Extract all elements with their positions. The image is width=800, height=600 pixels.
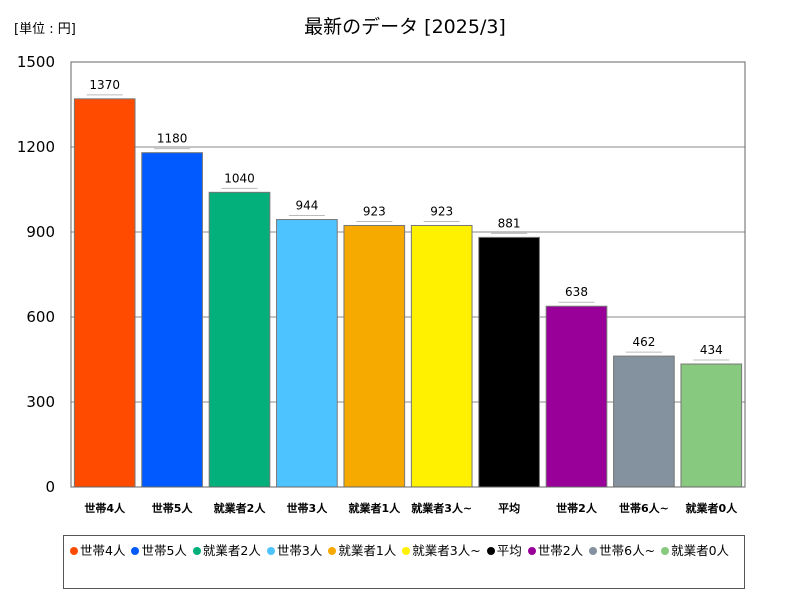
y-tick-label: 1200 — [17, 138, 55, 156]
legend-item: 平均 — [486, 541, 522, 560]
bar — [545, 305, 608, 488]
x-tick-label: 世帯2人 — [556, 501, 598, 515]
legend-item: 世帯2人 — [527, 541, 584, 560]
bar — [410, 224, 473, 488]
data-label: 1040 — [224, 171, 255, 185]
legend-marker-icon — [402, 547, 411, 555]
bar — [208, 191, 271, 488]
chart-title: 最新のデータ [2025/3] — [304, 16, 506, 38]
legend-label: 世帯4人 — [80, 543, 126, 558]
legend-item: 世帯3人 — [266, 541, 323, 560]
legend-item: 世帯5人 — [131, 541, 187, 560]
x-tick-label: 世帯3人 — [287, 501, 329, 515]
legend-label: 世帯3人 — [276, 543, 323, 558]
x-tick-label: 世帯4人 — [84, 501, 126, 515]
data-label: 881 — [498, 216, 521, 230]
x-tick-label: 平均 — [498, 501, 520, 515]
legend-marker-icon — [589, 547, 598, 555]
x-tick-label: 世帯5人 — [152, 501, 194, 515]
legend-marker-icon — [661, 547, 670, 555]
legend-item: 就業者3人~ — [402, 541, 481, 560]
data-label: 462 — [632, 335, 655, 349]
legend-marker-icon — [328, 547, 337, 555]
bar — [613, 355, 675, 488]
y-tick-label: 900 — [26, 223, 55, 241]
legend-item: 就業者0人 — [661, 541, 729, 560]
legend-label: 就業者3人~ — [412, 543, 481, 558]
y-tick-label: 1500 — [17, 53, 55, 71]
legend-item: 世帯4人 — [70, 541, 125, 560]
legend-item: 就業者1人 — [328, 541, 396, 560]
legend-label: 世帯5人 — [141, 543, 187, 558]
legend-marker-icon — [527, 547, 536, 555]
data-label: 434 — [700, 343, 723, 357]
legend-marker-icon — [192, 547, 201, 555]
bar — [276, 219, 338, 488]
legend-label: 世帯2人 — [537, 543, 584, 558]
bars: 1370 1180 1040 944 923 923 881 638 462 434 — [73, 78, 743, 488]
y-tick-label: 600 — [26, 308, 55, 326]
unit-label: [単位 : 円] — [14, 21, 76, 37]
x-tick-label: 就業者2人 — [214, 501, 267, 515]
legend-marker-icon — [486, 547, 495, 555]
legend-marker-icon — [70, 547, 78, 555]
x-tick-label: 就業者1人 — [348, 501, 401, 515]
data-label: 923 — [430, 204, 453, 218]
plot-frame — [70, 61, 746, 488]
x-tick-label: 就業者0人 — [685, 501, 738, 515]
bar — [141, 152, 203, 488]
x-tick-label: 就業者3人~ — [411, 501, 472, 515]
legend-label: 平均 — [496, 543, 522, 558]
x-axis-ticks: 世帯4人 世帯5人 就業者2人 世帯3人 就業者1人 就業者3人~ 平均 世帯2人 世帯6人~ 就… — [84, 501, 738, 515]
y-tick-label: 0 — [45, 478, 55, 496]
legend-label: 就業者0人 — [671, 543, 730, 558]
legend-label: 就業者2人 — [202, 543, 261, 558]
legend-marker-icon — [266, 547, 275, 555]
legend: 世帯4人 世帯5人 就業者2人 世帯3人 就業者1人 就業者3人~ 平均 世帯2人 世帯6人~ 就… — [63, 535, 745, 589]
bar — [73, 98, 136, 488]
data-label: 923 — [363, 204, 386, 218]
data-label: 944 — [295, 199, 318, 213]
y-axis-ticks: 0 300 600 900 1200 1500 — [17, 53, 55, 496]
data-label: 1180 — [157, 132, 188, 146]
bar — [478, 236, 540, 488]
bar — [343, 224, 406, 488]
legend-item: 就業者2人 — [192, 541, 261, 560]
x-tick-label: 世帯6人~ — [619, 501, 669, 515]
bar — [680, 363, 743, 488]
data-label: 1370 — [89, 78, 120, 92]
legend-item: 世帯6人~ — [589, 541, 655, 560]
y-tick-label: 300 — [26, 393, 55, 411]
legend-label: 就業者1人 — [338, 543, 397, 558]
legend-marker-icon — [131, 547, 140, 555]
legend-label: 世帯6人~ — [599, 543, 656, 558]
data-label: 638 — [565, 285, 588, 299]
